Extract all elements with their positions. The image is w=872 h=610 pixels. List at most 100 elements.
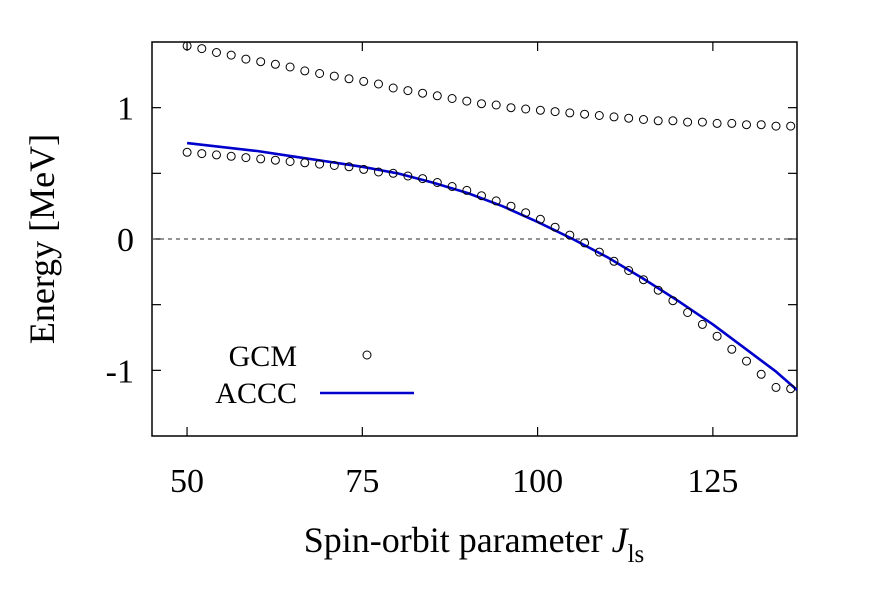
gcm-point-1-7 (285, 157, 295, 166)
gcm-point-0-9 (315, 69, 325, 78)
gcm-point-1-0 (182, 147, 192, 157)
series-layer (182, 41, 798, 394)
gcm-point-0-17 (432, 91, 442, 101)
gcm-point-1-3 (226, 151, 236, 161)
gcm-point-0-37 (727, 118, 737, 128)
gcm-point-1-33 (668, 296, 678, 306)
gcm-point-0-25 (550, 107, 560, 117)
gcm-point-1-13 (374, 167, 383, 177)
x-tick-label-2: 100 (512, 463, 563, 500)
x-axis-title-symbol: J (612, 520, 630, 560)
gcm-point-0-26 (565, 108, 575, 118)
gcm-point-0-22 (506, 103, 516, 113)
gcm-point-1-36 (712, 331, 722, 341)
gcm-point-1-23 (521, 208, 531, 218)
gcm-point-1-22 (506, 201, 516, 211)
gcm-point-0-19 (462, 96, 472, 106)
gcm-point-0-34 (683, 117, 693, 127)
gcm-point-1-17 (432, 178, 442, 187)
legend-label-gcm: GCM (229, 340, 297, 373)
gcm-point-1-39 (756, 369, 766, 379)
gcm-point-0-10 (329, 71, 339, 81)
gcm-point-0-3 (226, 50, 236, 60)
gcm-point-0-8 (300, 66, 310, 76)
gcm-point-0-35 (697, 117, 707, 127)
gcm-point-0-24 (535, 105, 545, 115)
gcm-point-1-14 (388, 168, 398, 178)
gcm-point-1-18 (447, 182, 457, 191)
gcm-point-1-30 (624, 266, 634, 275)
gcm-point-0-21 (491, 100, 501, 110)
gcm-point-1-16 (418, 174, 428, 184)
gcm-point-0-23 (521, 104, 531, 114)
y-axis-title: Energy [MeV] (22, 134, 62, 344)
x-axis-title: Spin-orbit parameter Jls (304, 520, 645, 568)
gcm-point-0-2 (212, 48, 221, 57)
gcm-point-1-1 (197, 149, 207, 159)
gcm-point-0-31 (639, 115, 648, 124)
gcm-point-1-19 (462, 185, 472, 195)
x-tick-label-0: 50 (170, 463, 204, 500)
gcm-point-1-8 (300, 158, 310, 168)
x-tick-label-3: 125 (687, 463, 738, 500)
gcm-point-1-21 (491, 196, 501, 206)
accc-line (186, 141, 798, 391)
gcm-point-1-9 (315, 159, 325, 169)
gcm-point-0-14 (388, 83, 398, 93)
gcm-point-1-32 (653, 285, 663, 295)
y-tick-label-1: 0 (117, 222, 134, 259)
gcm-point-0-30 (624, 113, 634, 123)
gcm-point-1-11 (344, 162, 354, 172)
gcm-point-0-36 (712, 118, 722, 128)
gcm-point-0-41 (786, 121, 796, 131)
gcm-point-1-34 (683, 308, 693, 317)
gcm-point-1-15 (403, 171, 413, 181)
gcm-point-0-15 (403, 86, 413, 96)
gcm-point-1-4 (241, 153, 251, 163)
y-tick-label-0: 1 (117, 91, 134, 128)
gcm-point-0-28 (594, 111, 604, 120)
legend: GCM ACCC (215, 340, 414, 410)
y-tick-labels: 1 0 -1 (106, 91, 134, 391)
x-axis-title-text: Spin-orbit parameter (304, 520, 612, 560)
gcm-point-1-10 (329, 161, 339, 170)
gcm-point-0-27 (580, 109, 590, 119)
gcm-point-1-20 (477, 191, 486, 201)
gcm-point-0-6 (270, 59, 280, 69)
gcm-point-1-41 (786, 384, 796, 394)
gcm-point-0-7 (285, 62, 295, 72)
gcm-point-0-39 (756, 120, 766, 130)
gcm-point-1-27 (580, 238, 590, 248)
gcm-point-0-4 (241, 54, 251, 64)
gcm-point-0-13 (374, 79, 383, 89)
gcm-point-1-24 (535, 214, 545, 224)
gcm-point-1-29 (609, 256, 619, 266)
gcm-point-0-38 (742, 120, 751, 130)
gcm-point-1-38 (742, 356, 751, 366)
x-tick-labels: 50 75 100 125 (170, 463, 738, 500)
y-tick-label-2: -1 (106, 353, 134, 390)
gcm-point-1-35 (697, 319, 707, 329)
gcm-point-1-31 (639, 275, 648, 285)
gcm-point-0-40 (771, 121, 781, 131)
x-tick-label-1: 75 (345, 463, 379, 500)
legend-label-accc: ACCC (215, 377, 297, 410)
gcm-point-1-26 (565, 230, 575, 240)
gcm-point-1-5 (256, 154, 266, 164)
gcm-point-0-5 (256, 57, 266, 67)
gcm-point-0-32 (653, 116, 663, 126)
gcm-point-1-28 (594, 247, 604, 257)
gcm-point-0-33 (668, 116, 678, 126)
gcm-point-1-12 (359, 164, 369, 174)
legend-marker-gcm (362, 350, 372, 360)
gcm-point-1-6 (270, 155, 280, 165)
gcm-point-0-1 (197, 44, 207, 54)
gcm-point-1-25 (550, 222, 560, 232)
gcm-point-0-12 (359, 76, 369, 86)
gcm-point-0-16 (418, 88, 428, 98)
gcm-point-1-37 (727, 344, 737, 354)
x-axis-title-subscript: ls (628, 541, 645, 568)
gcm-point-1-40 (771, 382, 781, 392)
gcm-point-0-20 (477, 99, 486, 109)
